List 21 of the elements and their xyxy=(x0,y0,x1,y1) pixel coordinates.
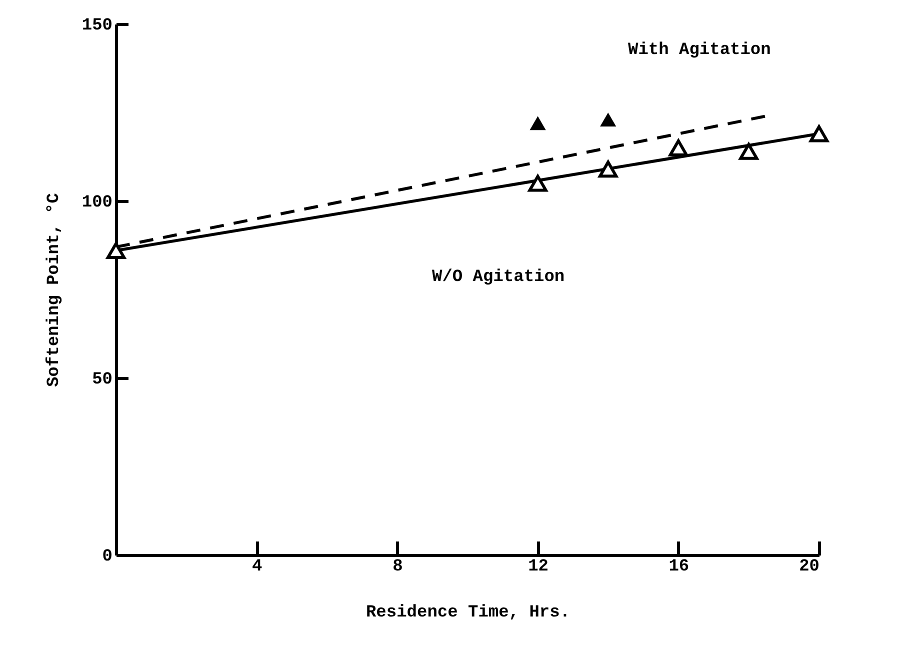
x-tick-label: 8 xyxy=(392,558,403,576)
point xyxy=(600,112,616,127)
x-tick-label: 12 xyxy=(528,558,549,576)
y-tick-label: 150 xyxy=(82,16,112,36)
y-axis-title: Softening Point, °C xyxy=(44,193,64,387)
point xyxy=(809,125,829,142)
x-axis-title: Residence Time, Hrs. xyxy=(366,604,570,622)
x-tick-label: 4 xyxy=(252,558,262,576)
point xyxy=(530,116,546,130)
point xyxy=(598,160,618,178)
point xyxy=(528,174,548,192)
y-tick-label: 50 xyxy=(92,370,112,390)
y-tick-label: 100 xyxy=(82,194,112,212)
annotation: With Agitation xyxy=(628,41,771,60)
point xyxy=(668,139,688,156)
x-tick-label: 20 xyxy=(799,558,820,576)
annotation: W/O Agitation xyxy=(432,268,565,287)
x-tick-label: 16 xyxy=(668,558,690,576)
point xyxy=(739,142,758,160)
point xyxy=(106,242,126,260)
y-tick-label: 0 xyxy=(102,548,112,566)
